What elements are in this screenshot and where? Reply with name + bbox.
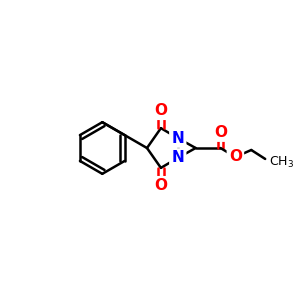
Text: CH$_3$: CH$_3$: [269, 155, 294, 170]
Text: O: O: [154, 103, 167, 118]
Text: O: O: [214, 124, 227, 140]
Text: N: N: [171, 130, 184, 146]
Text: O: O: [229, 149, 242, 164]
Text: O: O: [154, 178, 167, 193]
Text: N: N: [171, 150, 184, 165]
